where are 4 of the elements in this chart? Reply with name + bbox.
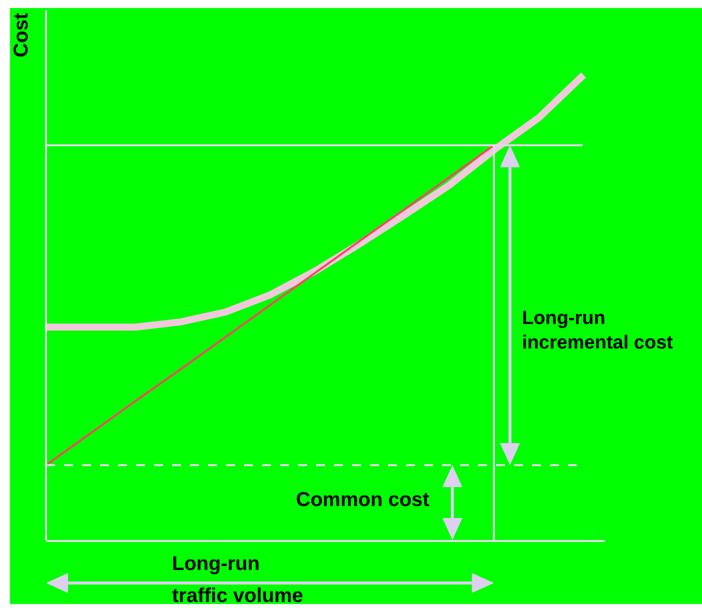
annotation: Long-run incremental cost: [522, 308, 674, 354]
x-axis-title: Long-run traffic volume: [172, 552, 304, 609]
annotation: Common cost: [296, 489, 430, 511]
y-axis-title: Cost: [10, 12, 32, 58]
